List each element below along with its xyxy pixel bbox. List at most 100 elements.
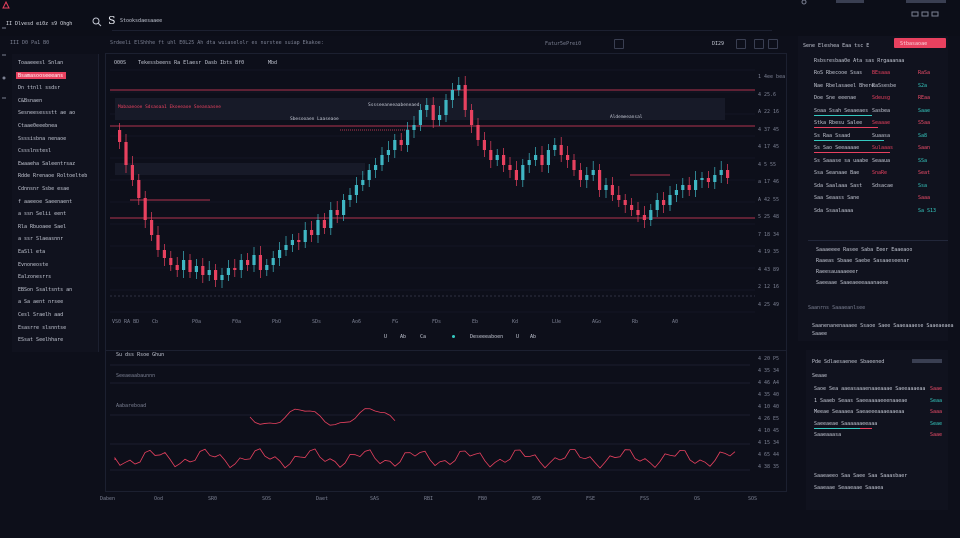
trade-row-label[interactable]: 1 Saaeb Seaas Saeeaaaaeeenaaeae [814, 397, 908, 404]
right-code[interactable]: DI29 [712, 41, 725, 47]
indicator-label-1: Seeaeaabaunnn [116, 373, 156, 379]
price-axis-label: 4 17 45 [758, 144, 780, 150]
order-book-panel [798, 36, 948, 341]
sidebar-item[interactable]: a ssn Selii eent [18, 211, 67, 218]
candle [150, 220, 154, 235]
candlestick-chart[interactable]: Mabaaeooe Sdsaoaa1 Ekoeeaoe Sneanaasee Sb… [110, 69, 760, 320]
sidebar-item[interactable]: ESsat Seelhhare [18, 337, 64, 344]
chart-info-text: Srdeeli ElShhhe ft uhl E0L25 Ah dta wuia… [110, 40, 324, 46]
sidebar-item[interactable]: Cssslnstesl [18, 148, 52, 155]
toolbar-button-2[interactable] [736, 39, 746, 49]
warning-icon[interactable] [2, 0, 10, 9]
symbol-title[interactable]: II Dlvesd ei0z s9 Ohgh [6, 21, 73, 27]
order-row-price[interactable]: Saa Seaass Sane [814, 195, 860, 201]
candle [713, 175, 717, 182]
order-row-price[interactable]: Doe Sne eeenae [814, 95, 857, 101]
footer-label[interactable]: Deseeeaboen [470, 334, 504, 340]
sidebar-item[interactable]: Rdde Rrenaoe Roltoelteb [18, 173, 88, 180]
trades-panel [806, 350, 948, 510]
chart-range[interactable]: Mbd [268, 60, 278, 66]
sidebar-item[interactable]: C&Bsnaen [18, 97, 43, 104]
sidebar-item[interactable]: Ealzonesrrs [18, 274, 52, 281]
footer-u2[interactable]: U [516, 334, 520, 340]
order-row-price[interactable]: Ss Saaase sa uaabe [814, 157, 869, 164]
sidebar-item[interactable]: Esasrre slsnntse [18, 324, 67, 331]
trades-footer-2: Saaeaae Seaaeaae Saaaea [814, 485, 884, 491]
footer-u[interactable]: U [384, 334, 388, 340]
candle [393, 140, 397, 150]
sidebar-item[interactable]: Rla Rbuoaee Sael [18, 223, 67, 230]
candle [143, 198, 147, 220]
order-row-price[interactable]: Nae Rbelasaeel Bhere [814, 82, 875, 89]
sidebar-item[interactable]: f aaeeoe Saeenaent [18, 198, 73, 205]
order-row-price[interactable]: Sda Saalaaa Sast [814, 182, 863, 189]
user-icon[interactable] [800, 0, 808, 6]
candle [354, 185, 358, 195]
sidebar-item[interactable]: Dn ttnll ssdsr [18, 85, 61, 92]
footer-ca[interactable]: Ca [420, 334, 427, 340]
trades-dismiss-icon[interactable] [912, 359, 942, 363]
chart-name: Tekessbeens Ra Elaesr [138, 60, 202, 66]
chart-mode[interactable]: Dasb Ibts Bf0 [205, 60, 245, 66]
sidebar-item[interactable]: Cesl Sraelh aad [18, 312, 64, 318]
sidebar-item[interactable]: EaSll eta [18, 249, 46, 255]
sidebar-item[interactable]: Ssssisbna nenaoe [18, 135, 67, 142]
toolbar-button-3[interactable] [754, 39, 764, 49]
order-row-price[interactable]: Ss Sao Seeaaaae [814, 145, 860, 151]
order-row-qty: Sdeusg [872, 95, 891, 101]
candle [162, 250, 166, 258]
order-row-value: Ssa [918, 182, 928, 189]
candle [482, 140, 486, 150]
toolbar-button-1[interactable] [614, 39, 624, 49]
sidebar-item[interactable]: Toaaeeesl Snlan [18, 60, 64, 66]
sidebar-item[interactable]: EBSon Ssaltsnts an [18, 286, 73, 293]
info-icon[interactable] [906, 0, 946, 3]
order-row-price[interactable]: Soaa Ssah Seaaeaes [814, 107, 869, 114]
sidebar-item[interactable]: Cdnnsnr Ssbe esae [18, 186, 70, 192]
order-row-price[interactable]: Ss Raa Ssaad [814, 132, 851, 139]
order-row-price[interactable]: Stka Rbesu Salee [814, 120, 863, 126]
candle [610, 185, 614, 195]
order-row-price[interactable]: Ssa Seanaae Bae [814, 170, 860, 176]
indicator-axis-label: 4 10 45 [758, 428, 780, 434]
candle [617, 195, 621, 200]
settings-icon[interactable] [836, 0, 864, 3]
sidebar-item[interactable]: a Sa aent nrsee [18, 299, 64, 306]
trade-button[interactable] [894, 38, 946, 48]
oscillator-chart[interactable] [110, 355, 750, 485]
sidebar-item[interactable]: Sesneesessstt ae ao [18, 110, 76, 117]
trade-button-label[interactable]: Stbasaoae [900, 41, 928, 47]
candle [322, 220, 326, 228]
trade-row-label[interactable]: Saoe Sea aaeasaaaenaaeaaae Saeeaaaeaa [814, 386, 926, 392]
sidebar-item[interactable]: a ssr Slaeasnnr [18, 236, 64, 243]
order-book-separator [808, 240, 948, 241]
candle [406, 130, 410, 145]
toolbar-button-4[interactable] [768, 39, 778, 49]
order-row-value: S2a [918, 82, 928, 89]
trade-row-label[interactable]: Saaeaaasa [814, 432, 842, 438]
search-icon[interactable] [92, 17, 102, 27]
candle [514, 170, 518, 180]
candle [585, 175, 589, 180]
sidebar-item[interactable]: Bsamasooseeeans [18, 72, 64, 79]
bottom-axis-label: Daet [316, 496, 329, 502]
trade-row-label[interactable]: Meeae Seaaaea Saeaeeeaaaeaaeaa [814, 409, 905, 415]
footer-dot[interactable] [452, 335, 455, 338]
footer-ab2[interactable]: Ab [530, 334, 537, 340]
sidebar-item[interactable]: Evnoneoste [18, 261, 49, 268]
range-band [115, 163, 365, 175]
sidebar-item[interactable]: Ctaae0eeebnea [18, 123, 58, 129]
trade-row-label[interactable]: Saeeaeae Saaaaaaeeaaa [814, 420, 878, 427]
chart-annotation: Sssseeaneeaabeneaed [368, 102, 420, 108]
order-row-price[interactable]: Sda Ssaalaaaa [814, 207, 854, 214]
order-row-value: Sa8 [918, 132, 928, 139]
sidebar-item[interactable]: Ewaaeha Saleentrsaz [18, 160, 76, 167]
footer-ab[interactable]: Ab [400, 334, 407, 340]
candle [118, 130, 122, 142]
price-axis-label: 7 18 34 [758, 231, 780, 238]
order-row-price[interactable]: RoS Rbecooe Ssas [814, 70, 863, 76]
window-controls[interactable] [911, 11, 942, 17]
brand-name: Stooksdaesaaee [120, 18, 163, 24]
price-axis-label: 4 5 55 [758, 161, 777, 168]
chart-interval[interactable]: O00S [114, 60, 127, 66]
